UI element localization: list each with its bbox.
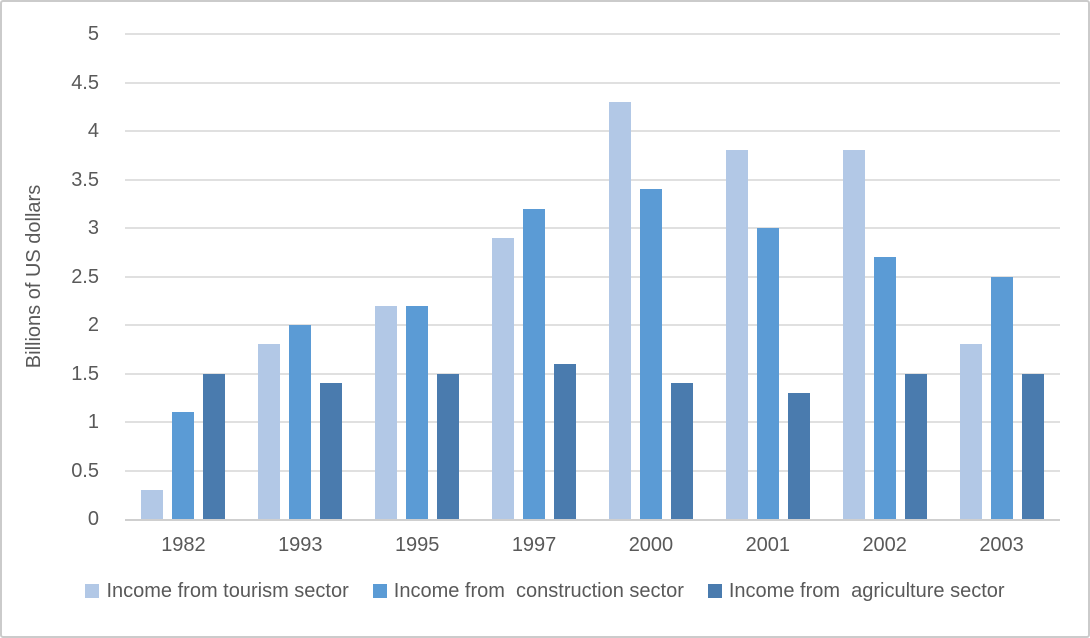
- y-tick-label-0.5: 0.5: [71, 459, 99, 482]
- y-axis-tick-labels: 0 0.5 1 1.5 2 2.5 3 3.5 4 4.5 5: [2, 23, 125, 530]
- legend-label: Income from tourism sector: [106, 579, 349, 602]
- x-tick-label-2001: 2001: [745, 534, 791, 556]
- bar-1997-income-from-construction-sector: [523, 208, 546, 519]
- bar-1982-income-from-construction-sector: [172, 412, 195, 519]
- bar-2001-income-from-agriculture-sector: [787, 392, 810, 519]
- legend-label: Income from construction sector: [393, 579, 684, 602]
- bar-1982-income-from-agriculture-sector: [203, 373, 226, 519]
- bar-2000-income-from-construction-sector: [639, 189, 662, 519]
- gridline-2.5: [125, 275, 1060, 278]
- x-tick-label-2000: 2000: [628, 534, 674, 556]
- legend-item-income-from-agriculture-sector: Income from agriculture sector: [707, 579, 1005, 603]
- gridline-2: [125, 324, 1060, 326]
- bar-group-1993: [242, 34, 359, 519]
- bar-2003-income-from-tourism-sector: [959, 344, 982, 519]
- bar-2002-income-from-tourism-sector: [842, 150, 865, 519]
- gridline-1.5: [125, 372, 1060, 375]
- legend-item-income-from-tourism-sector: Income from tourism sector: [85, 579, 349, 603]
- y-tick-label-0: 0: [87, 508, 99, 530]
- bar-group-2003: [943, 34, 1060, 519]
- bar-1997-income-from-agriculture-sector: [554, 363, 577, 519]
- bar-group-2001: [709, 34, 826, 519]
- chart-legend: Income from tourism sector Income from co…: [2, 574, 1088, 608]
- y-tick-label-2.5: 2.5: [71, 265, 99, 288]
- bar-1995-income-from-tourism-sector: [375, 305, 398, 519]
- bar-2003-income-from-construction-sector: [990, 276, 1013, 519]
- bar-1993-income-from-agriculture-sector: [320, 383, 343, 519]
- x-tick-label-2003: 2003: [979, 534, 1024, 556]
- bar-2001-income-from-tourism-sector: [725, 150, 748, 519]
- legend-marker-icon: [372, 584, 387, 598]
- legend-marker-icon: [707, 584, 722, 598]
- x-tick-label-1997: 1997: [511, 534, 557, 556]
- gridline-3: [125, 227, 1060, 229]
- bar-1982-income-from-tourism-sector: [141, 489, 164, 519]
- gridline-1: [125, 421, 1060, 423]
- y-tick-label-3: 3: [87, 217, 99, 239]
- bar-group-2000: [593, 34, 710, 519]
- y-tick-label-2: 2: [87, 314, 99, 336]
- x-tick-label-2002: 2002: [862, 534, 907, 556]
- legend-label: Income from agriculture sector: [728, 579, 1005, 602]
- gridline-4: [125, 130, 1060, 132]
- y-tick-label-4.5: 4.5: [71, 71, 99, 94]
- y-tick-label-5: 5: [87, 23, 99, 45]
- bar-2000-income-from-tourism-sector: [608, 101, 631, 519]
- x-tick-label-1995: 1995: [394, 534, 440, 556]
- bar-group-1982: [125, 34, 242, 519]
- y-tick-label-1.5: 1.5: [71, 362, 99, 385]
- y-tick-label-4: 4: [87, 120, 99, 142]
- bar-group-2002: [826, 34, 943, 519]
- bar-2000-income-from-agriculture-sector: [670, 383, 693, 519]
- bar-group-1997: [476, 34, 593, 519]
- gridline-0.5: [125, 469, 1060, 472]
- legend-item-income-from-construction-sector: Income from construction sector: [372, 579, 684, 603]
- x-tick-label-1993: 1993: [278, 534, 323, 556]
- y-tick-label-1: 1: [87, 411, 99, 433]
- bar-2002-income-from-construction-sector: [873, 257, 896, 519]
- legend-marker-icon: [85, 584, 100, 598]
- gridline-4.5: [125, 81, 1060, 84]
- bar-group-1995: [359, 34, 476, 519]
- bar-1997-income-from-tourism-sector: [492, 237, 515, 519]
- bar-2003-income-from-agriculture-sector: [1021, 373, 1044, 519]
- gridline-5: [125, 33, 1060, 35]
- bar-2002-income-from-agriculture-sector: [904, 373, 927, 519]
- gridline-3.5: [125, 178, 1060, 181]
- bar-2001-income-from-construction-sector: [756, 228, 779, 519]
- bar-1993-income-from-construction-sector: [289, 325, 312, 519]
- x-tick-label-1982: 1982: [161, 534, 206, 556]
- x-axis-tick-labels: 1982 1993 1995 1997 2000 2001 2002 2003: [125, 519, 1060, 563]
- bar-1995-income-from-agriculture-sector: [437, 373, 460, 519]
- bar-1995-income-from-construction-sector: [406, 305, 429, 519]
- plot-area: [125, 33, 1060, 521]
- y-tick-label-3.5: 3.5: [71, 168, 99, 191]
- bar-1993-income-from-tourism-sector: [258, 344, 281, 519]
